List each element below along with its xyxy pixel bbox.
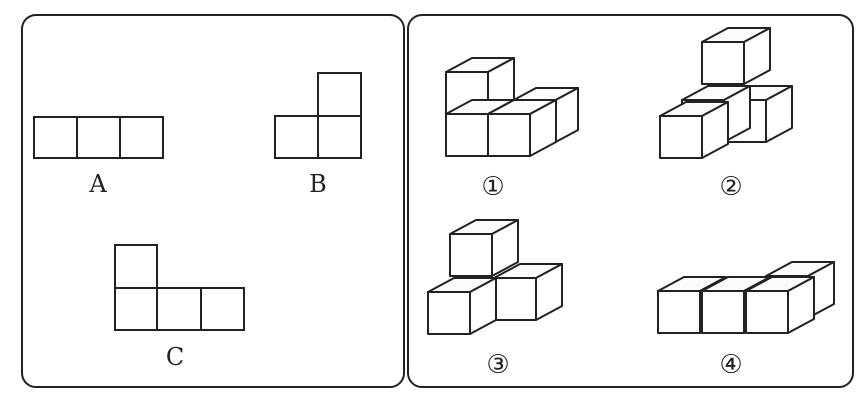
figure-label-3: ③	[486, 350, 509, 380]
cube-figure-1	[445, 57, 579, 157]
cube-figure-2	[659, 27, 793, 159]
figure-label-4: ④	[719, 350, 742, 380]
label-b: B	[309, 170, 327, 198]
figure-label-1: ①	[481, 172, 504, 202]
cube-figure-4	[657, 261, 835, 334]
right-panel-frame	[407, 14, 854, 388]
left-panel-frame	[21, 14, 405, 388]
cube-figure-3	[427, 219, 563, 335]
net-shape-c	[114, 244, 245, 331]
net-shape-a	[33, 116, 164, 159]
net-shape-b	[274, 72, 362, 159]
figure-label-2: ②	[719, 172, 742, 202]
label-a: A	[88, 170, 107, 198]
label-c: C	[166, 343, 184, 371]
